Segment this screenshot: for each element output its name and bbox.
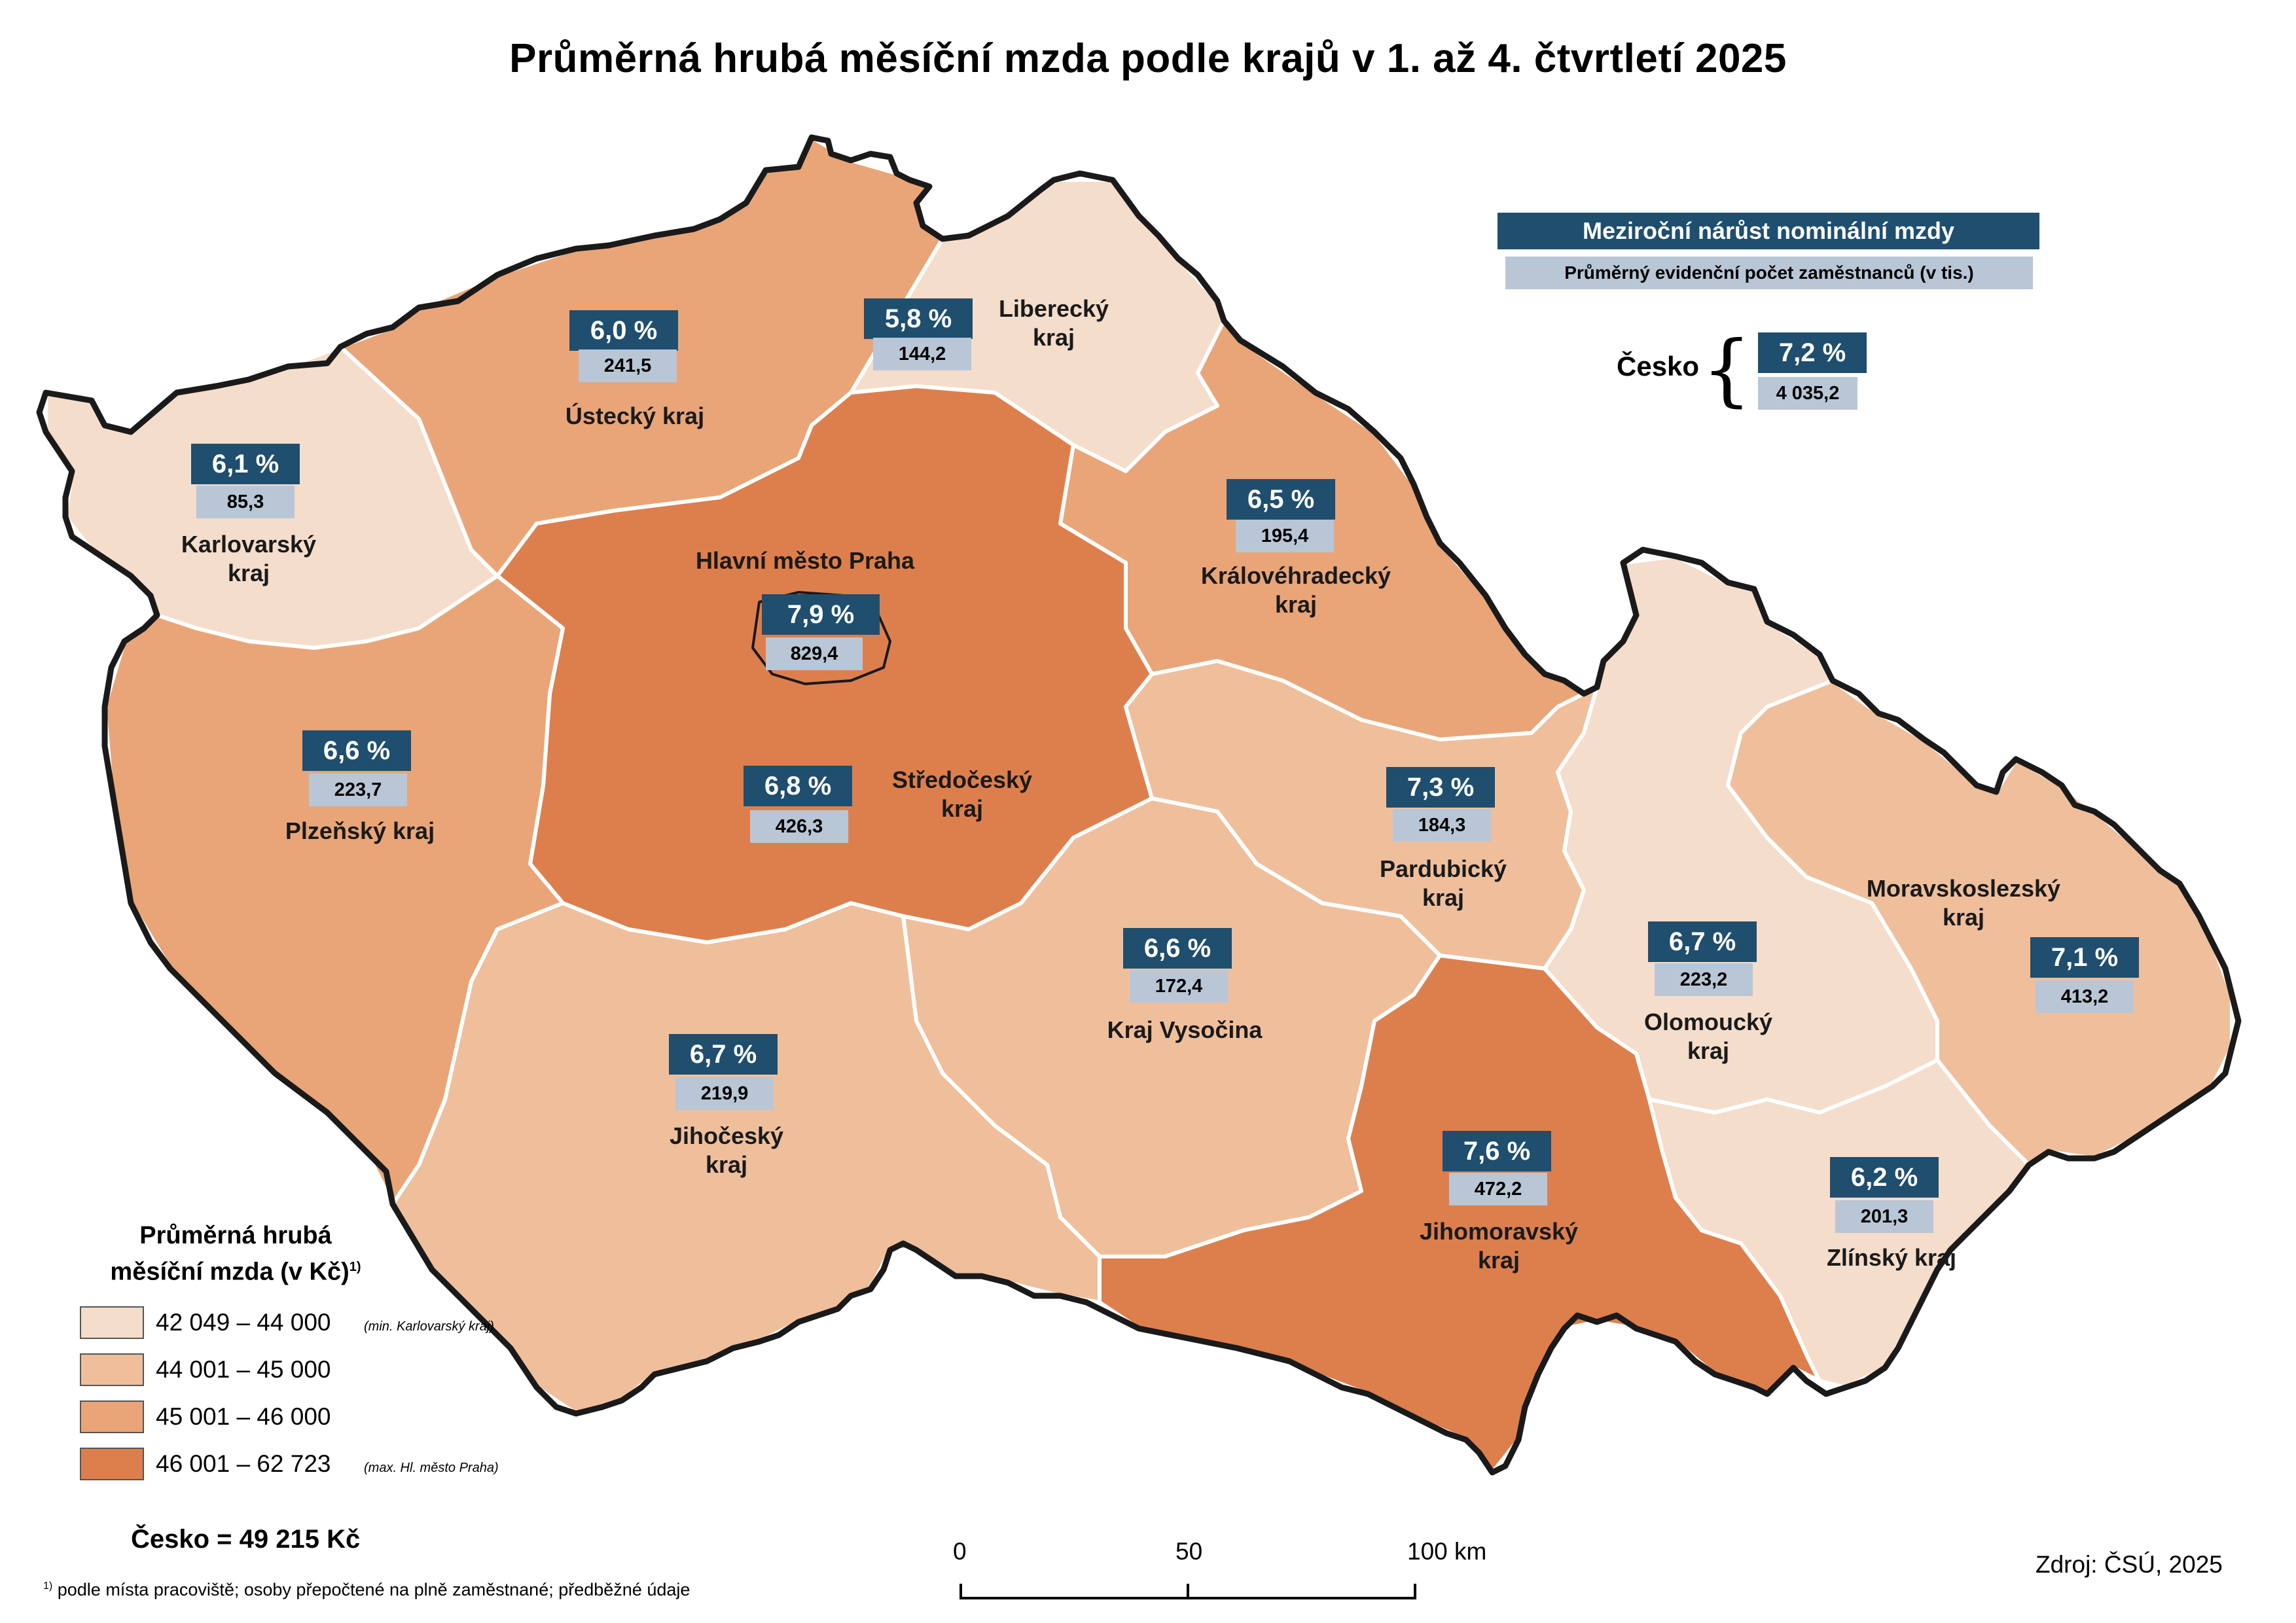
region-name: Liberecký kraj bbox=[998, 295, 1109, 351]
region-name: Moravskoslezský kraj bbox=[1866, 875, 2061, 931]
region-growth-label: 6,6 % bbox=[1123, 928, 1232, 969]
scale-bar bbox=[960, 1584, 1416, 1599]
region-employees-label: 172,4 bbox=[1130, 970, 1228, 1003]
region-name: Středočeský kraj bbox=[891, 766, 1033, 822]
region-employees-label: 241,5 bbox=[579, 349, 677, 382]
region-employees-label: 829,4 bbox=[766, 637, 863, 670]
region-employees-label: 195,4 bbox=[1236, 520, 1334, 552]
region-growth-label: 7,9 % bbox=[762, 594, 880, 635]
region-employees-label: 184,3 bbox=[1393, 809, 1491, 842]
brace-symbol: { bbox=[1702, 325, 1752, 416]
region-growth-label: 7,1 % bbox=[2030, 937, 2139, 978]
region-name: Hlavní město Praha bbox=[695, 547, 915, 574]
footnote: 1) podle místa pracoviště; osoby přepočt… bbox=[43, 1580, 691, 1599]
legend-employees-box: Průměrný evidenční počet zaměstnanců (v … bbox=[1505, 257, 2033, 289]
region-name: Zlínský kraj bbox=[1826, 1244, 1957, 1271]
legend-swatch bbox=[80, 1400, 144, 1433]
legend-growth-box: Meziroční nárůst nominální mzdy bbox=[1498, 213, 2039, 249]
region-name: Pardubický kraj bbox=[1379, 855, 1507, 911]
region-growth-label: 6,7 % bbox=[669, 1034, 778, 1075]
region-growth-label: 6,8 % bbox=[744, 766, 852, 806]
legend-range: 46 001 – 62 723 bbox=[156, 1450, 331, 1477]
region-employees-label: 413,2 bbox=[2036, 980, 2134, 1013]
map-title: Průměrná hrubá měsíční mzda podle krajů … bbox=[509, 36, 1787, 81]
scale-label-100: 100 km bbox=[1407, 1538, 1487, 1565]
legend-swatch bbox=[80, 1448, 144, 1480]
cesko-label: Česko bbox=[1617, 351, 1700, 382]
region-employees-label: 219,9 bbox=[675, 1077, 774, 1110]
legend-swatch bbox=[80, 1306, 144, 1339]
legend-range: 45 001 – 46 000 bbox=[156, 1403, 331, 1430]
legend-swatch bbox=[80, 1353, 144, 1386]
cesko-employees: 4 035,2 bbox=[1758, 377, 1857, 410]
legend-note: (min. Karlovarský kraj) bbox=[364, 1319, 494, 1334]
cesko-growth: 7,2 % bbox=[1758, 332, 1867, 373]
scale-label-0: 0 bbox=[953, 1538, 967, 1565]
region-employees-label: 223,7 bbox=[309, 774, 407, 806]
legend-range: 42 049 – 44 000 bbox=[156, 1309, 331, 1336]
legend-title: Průměrná hrubá měsíční mzda (v Kč)1) bbox=[110, 1222, 361, 1286]
region-growth-label: 6,6 % bbox=[302, 730, 411, 771]
country-border bbox=[36, 134, 2242, 1476]
source-text: Zdroj: ČSÚ, 2025 bbox=[2036, 1551, 2223, 1578]
legend-range: 44 001 – 45 000 bbox=[156, 1356, 331, 1383]
region-growth-label: 7,6 % bbox=[1443, 1131, 1551, 1171]
region-employees-label: 85,3 bbox=[196, 486, 295, 518]
region-name: Ústecký kraj bbox=[565, 402, 705, 429]
legend-note: (max. Hl. město Praha) bbox=[364, 1461, 499, 1475]
region-name: Jihomoravský kraj bbox=[1419, 1218, 1579, 1274]
region-employees-label: 223,2 bbox=[1655, 963, 1753, 996]
cesko-total-wage: Česko = 49 215 Kč bbox=[131, 1525, 361, 1554]
region-growth-label: 6,2 % bbox=[1830, 1157, 1939, 1198]
region-name: Královéhradecký kraj bbox=[1200, 562, 1391, 618]
region-growth-label: 7,3 % bbox=[1386, 767, 1495, 808]
region-growth-label: 6,1 % bbox=[191, 444, 300, 484]
region-name: Plzeňský kraj bbox=[285, 817, 435, 844]
region-name: Jihočeský kraj bbox=[669, 1122, 784, 1178]
region-name: Kraj Vysočina bbox=[1107, 1016, 1263, 1043]
scale-label-50: 50 bbox=[1175, 1538, 1203, 1565]
region-employees-label: 201,3 bbox=[1835, 1200, 1933, 1233]
region-growth-label: 6,7 % bbox=[1648, 921, 1757, 962]
region-employees-label: 144,2 bbox=[873, 338, 971, 370]
region-name: Karlovarský kraj bbox=[181, 531, 317, 586]
region-growth-label: 6,5 % bbox=[1227, 479, 1335, 520]
region-growth-label: 6,0 % bbox=[569, 310, 678, 351]
region-employees-label: 472,2 bbox=[1449, 1173, 1547, 1205]
region-employees-label: 426,3 bbox=[750, 810, 848, 843]
region-name: Olomoucký kraj bbox=[1643, 1008, 1773, 1064]
region-growth-label: 5,8 % bbox=[864, 298, 973, 339]
